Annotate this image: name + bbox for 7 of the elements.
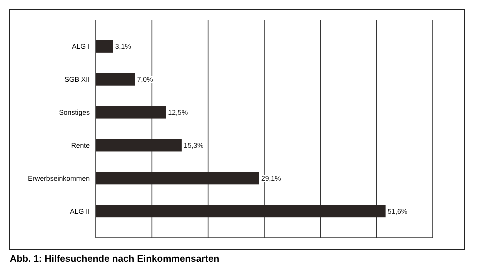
bar [96, 205, 386, 218]
bar [96, 106, 166, 119]
bar [96, 73, 136, 86]
bar [96, 40, 114, 53]
caption: Abb. 1: Hilfesuchende nach Einkommensarten [10, 254, 220, 265]
bar [96, 172, 260, 185]
bar [96, 139, 182, 152]
